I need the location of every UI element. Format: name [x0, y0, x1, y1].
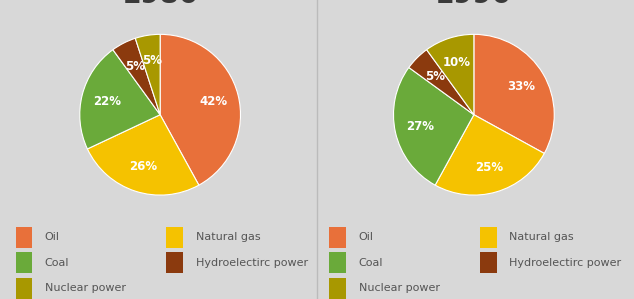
- Bar: [329, 227, 346, 248]
- Text: 27%: 27%: [406, 120, 434, 133]
- Text: Natural gas: Natural gas: [509, 232, 574, 242]
- Bar: [329, 278, 346, 299]
- Text: 42%: 42%: [199, 94, 227, 108]
- Text: 5%: 5%: [141, 54, 162, 67]
- Wedge shape: [80, 50, 160, 149]
- Wedge shape: [394, 68, 474, 185]
- Text: Hydroelectirc power: Hydroelectirc power: [195, 258, 307, 268]
- Text: 33%: 33%: [507, 80, 535, 93]
- Text: Oil: Oil: [358, 232, 373, 242]
- Bar: [16, 227, 32, 248]
- Text: 10%: 10%: [443, 56, 471, 69]
- Bar: [329, 252, 346, 273]
- Bar: [480, 227, 497, 248]
- Text: Coal: Coal: [358, 258, 383, 268]
- Wedge shape: [135, 34, 160, 115]
- Text: Coal: Coal: [45, 258, 69, 268]
- Title: 1980: 1980: [122, 0, 198, 9]
- Title: 1990: 1990: [436, 0, 512, 9]
- Wedge shape: [160, 34, 240, 185]
- Text: Natural gas: Natural gas: [195, 232, 260, 242]
- Text: Nuclear power: Nuclear power: [45, 283, 126, 293]
- Text: 26%: 26%: [129, 160, 157, 173]
- Wedge shape: [474, 34, 554, 153]
- Text: 25%: 25%: [475, 161, 503, 174]
- Text: Hydroelectirc power: Hydroelectirc power: [509, 258, 621, 268]
- Wedge shape: [427, 34, 474, 115]
- Wedge shape: [113, 38, 160, 115]
- Bar: [480, 252, 497, 273]
- Bar: [16, 278, 32, 299]
- Wedge shape: [87, 115, 199, 195]
- Wedge shape: [409, 50, 474, 115]
- Wedge shape: [435, 115, 545, 195]
- Text: 5%: 5%: [425, 70, 445, 83]
- Bar: [166, 252, 183, 273]
- Text: 22%: 22%: [93, 94, 121, 108]
- Text: 5%: 5%: [126, 60, 145, 73]
- Bar: [166, 227, 183, 248]
- Text: Nuclear power: Nuclear power: [358, 283, 439, 293]
- Text: Oil: Oil: [45, 232, 60, 242]
- Bar: [16, 252, 32, 273]
